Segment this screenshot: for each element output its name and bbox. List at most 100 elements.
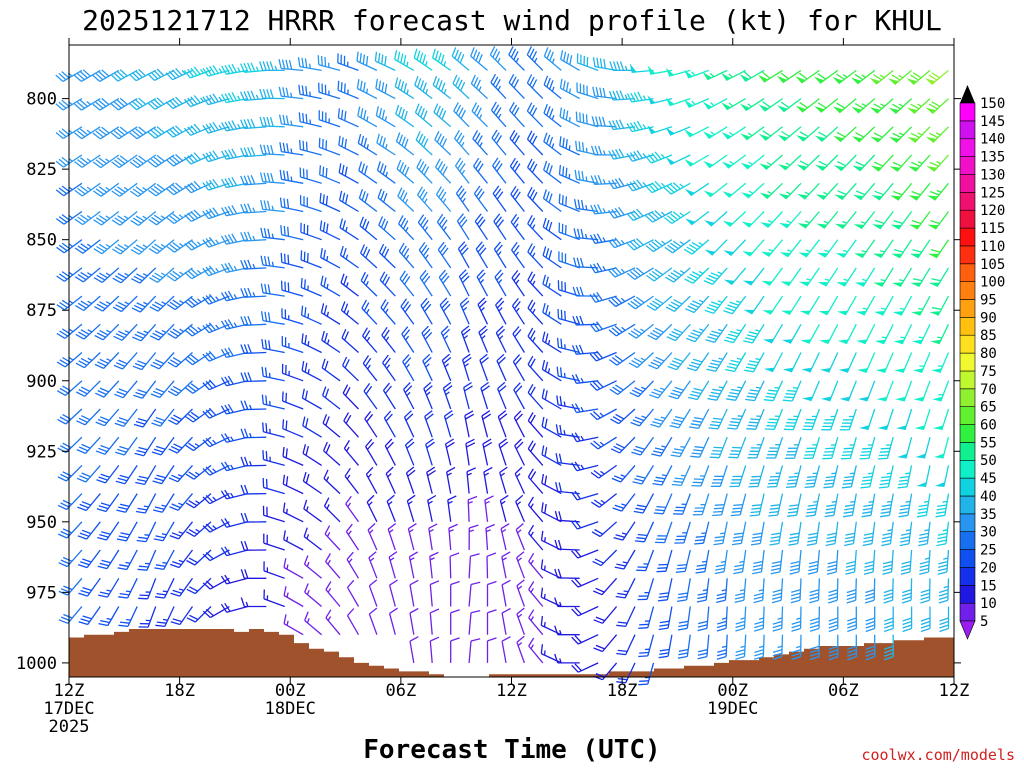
barb-full (626, 212, 634, 221)
wind-barb (798, 267, 820, 287)
barb-full (341, 137, 344, 147)
barb-full (492, 185, 500, 194)
barb-full (224, 518, 231, 527)
barb-full (559, 396, 563, 406)
wind-barb (610, 436, 636, 454)
wind-barb (591, 116, 617, 128)
wind-barb (514, 438, 525, 466)
wind-barb (202, 265, 230, 277)
barb-full (151, 245, 161, 252)
barb-full (855, 161, 865, 167)
barb-full (434, 130, 440, 141)
barb-full (558, 482, 562, 492)
wind-barb (631, 436, 655, 456)
barb-full (883, 652, 894, 657)
barb-staff (127, 578, 138, 599)
barb-full (901, 596, 912, 601)
wind-barb (366, 494, 378, 523)
barb-full (807, 504, 818, 507)
barb-full (375, 106, 379, 116)
barb-staff (444, 443, 452, 466)
barb-full (402, 354, 410, 363)
wind-barb (541, 416, 562, 438)
barb-full (247, 372, 252, 382)
barb-staff (881, 267, 894, 287)
wind-barb (363, 383, 378, 410)
wind-barb (877, 437, 894, 460)
barb-full (548, 108, 554, 118)
barb-half (286, 564, 289, 570)
wind-barb (92, 154, 120, 169)
barb-half (290, 92, 293, 98)
barb-full (172, 618, 183, 623)
barb-full (344, 359, 350, 369)
wind-barb (571, 662, 599, 673)
barb-full (80, 214, 89, 221)
wind-barb (692, 493, 710, 516)
barb-full (171, 532, 182, 537)
wind-barb (859, 408, 876, 431)
barb-full (321, 358, 326, 369)
barb-staff (460, 331, 470, 353)
barb-full (59, 273, 68, 280)
barb-full (824, 482, 834, 485)
barb-staff (319, 201, 341, 213)
wind-barb (476, 269, 489, 297)
barb-full (133, 423, 144, 428)
barb-full (617, 592, 627, 596)
barb-staff (739, 493, 747, 516)
barb-full (57, 504, 67, 511)
wind-barb (513, 410, 525, 438)
barb-full (615, 119, 621, 129)
barb-full (529, 161, 535, 171)
barb-full (156, 97, 165, 105)
wind-barb (183, 66, 212, 79)
barb-full (608, 90, 614, 101)
barb-staff (366, 501, 378, 523)
barb-full (511, 241, 518, 251)
barb-half (923, 500, 929, 503)
wind-barb (820, 380, 839, 402)
wind-barb (454, 129, 470, 156)
barb-full (80, 185, 89, 193)
barb-full (596, 262, 603, 272)
barb-full (75, 362, 85, 369)
barb-staff (67, 577, 83, 596)
barb-full (92, 161, 102, 169)
barb-half (640, 357, 646, 361)
barb-half (580, 464, 585, 470)
barb-staff (825, 267, 839, 287)
wind-barb (540, 587, 562, 608)
barb-full (784, 396, 794, 399)
barb-half (721, 617, 727, 620)
barb-full (169, 330, 179, 337)
wind-barb (704, 295, 728, 315)
barb-staff (161, 493, 175, 513)
barb-full (117, 477, 128, 482)
barb-staff (783, 98, 802, 113)
barb-half (404, 198, 409, 204)
barb-full (259, 144, 264, 154)
barb-staff (576, 236, 599, 241)
barb-full (384, 56, 387, 66)
barb-half (796, 617, 801, 621)
wind-barb (864, 578, 876, 604)
barb-full (808, 532, 818, 536)
barb-full (456, 213, 464, 222)
wind-barb (633, 493, 655, 514)
barb-full (240, 540, 245, 551)
barb-full (808, 567, 818, 572)
barb-staff (324, 533, 341, 551)
wind-barb (626, 208, 654, 221)
barb-flag (896, 425, 907, 430)
barb-staff (576, 408, 599, 414)
barb-full (673, 269, 682, 276)
wind-barb (388, 607, 398, 635)
barb-full (73, 74, 82, 82)
barb-full (749, 389, 760, 392)
wind-barb (168, 408, 193, 425)
barb-full (441, 300, 449, 309)
barb-staff (86, 521, 101, 540)
wind-barb (493, 241, 507, 269)
barb-flag (838, 368, 850, 373)
